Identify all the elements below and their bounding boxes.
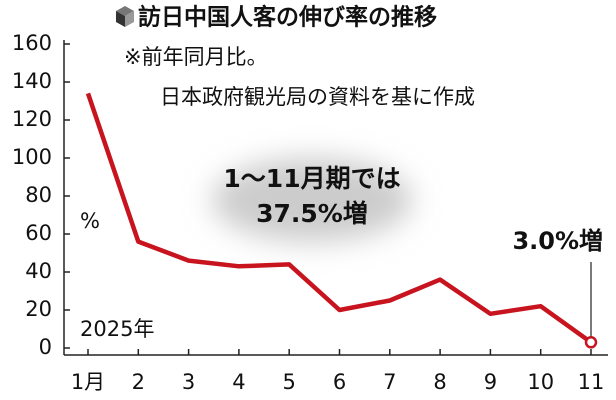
y-tick-label: 0 <box>39 335 52 359</box>
y-tick-label: 100 <box>12 145 52 169</box>
point <box>584 336 598 349</box>
y-tick-label: 40 <box>25 259 52 283</box>
x-tick-label: 9 <box>484 370 497 394</box>
value-label: 3.0%増 <box>512 227 603 255</box>
annotation-bg <box>212 158 412 242</box>
y-tick-label: 140 <box>12 69 52 93</box>
y-tick-label: 20 <box>25 297 52 321</box>
x-tick-label: 8 <box>433 370 446 394</box>
line <box>85 92 593 345</box>
x-tick-label: 10 <box>527 370 554 394</box>
x-tick-label: 7 <box>383 370 396 394</box>
title-icon <box>116 6 134 27</box>
x-tick-label: 4 <box>232 370 245 394</box>
unit-label: % <box>80 209 100 233</box>
subtitle: ※前年同月比。 <box>124 45 268 69</box>
x-tick-label: 6 <box>333 370 346 394</box>
x-tick-label: 3 <box>182 370 195 394</box>
annotation: 37.5%増 <box>256 199 368 228</box>
y-tick-label: 60 <box>25 221 52 245</box>
y-tick-label: 120 <box>12 107 52 131</box>
subtitle: 日本政府観光局の資料を基に作成 <box>160 85 475 109</box>
chart-title: 訪日中国人客の伸び率の推移 <box>138 4 437 31</box>
annotation: 1〜11月期では <box>223 164 400 193</box>
x-tick-label: 5 <box>283 370 296 394</box>
year-label: 2025年 <box>80 317 154 341</box>
x-tick-label: 1月 <box>71 370 105 394</box>
x-tick-label: 11 <box>578 370 605 394</box>
x-tick-label: 2 <box>132 370 145 394</box>
y-tick-label: 160 <box>12 31 52 55</box>
y-tick-label: 80 <box>25 183 52 207</box>
